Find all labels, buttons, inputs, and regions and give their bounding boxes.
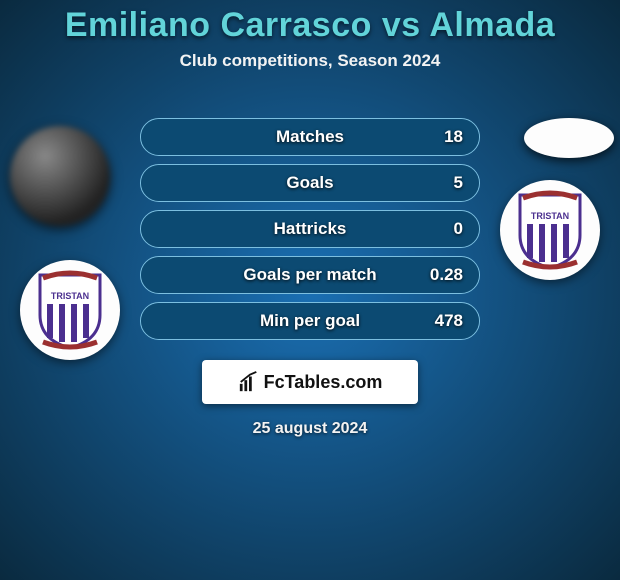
club-badge-left: C.S. y D. TRISTAN [20, 260, 120, 360]
stat-value: 5 [454, 173, 463, 193]
stat-bar: Hattricks 0 [140, 210, 480, 248]
club-badge-right: C.S. y D. TRISTAN [500, 180, 600, 280]
stat-value: 478 [435, 311, 463, 331]
stat-bars: Matches 18 Goals 5 Hattricks 0 Goals per… [140, 118, 480, 348]
stat-bar: Matches 18 [140, 118, 480, 156]
svg-text:C.S. y D.: C.S. y D. [56, 281, 84, 288]
stat-label: Goals per match [243, 265, 376, 285]
stat-label: Hattricks [274, 219, 347, 239]
chart-icon [238, 371, 260, 393]
player-avatar-left [10, 126, 110, 226]
shield-icon: C.S. y D. TRISTAN [515, 190, 585, 270]
stat-bar: Goals per match 0.28 [140, 256, 480, 294]
comparison-card: Emiliano Carrasco vs Almada Club competi… [0, 0, 620, 580]
brand-text: FcTables.com [264, 372, 383, 393]
stat-bar: Goals 5 [140, 164, 480, 202]
shield-icon: C.S. y D. TRISTAN [35, 270, 105, 350]
svg-text:TRISTAN: TRISTAN [51, 291, 89, 301]
date-text: 25 august 2024 [0, 420, 620, 438]
stat-value: 18 [444, 127, 463, 147]
stat-label: Matches [276, 127, 344, 147]
svg-text:TRISTAN: TRISTAN [531, 211, 569, 221]
player-avatar-right [524, 118, 614, 158]
stat-value: 0 [454, 219, 463, 239]
brand-badge: FcTables.com [202, 360, 418, 404]
subtitle: Club competitions, Season 2024 [0, 51, 620, 71]
stat-label: Min per goal [260, 311, 360, 331]
stat-value: 0.28 [430, 265, 463, 285]
page-title: Emiliano Carrasco vs Almada [0, 0, 620, 45]
stat-bar: Min per goal 478 [140, 302, 480, 340]
stat-label: Goals [286, 173, 333, 193]
svg-text:C.S. y D.: C.S. y D. [536, 201, 564, 208]
subtitle-text: Club competitions, Season 2024 [180, 51, 441, 70]
